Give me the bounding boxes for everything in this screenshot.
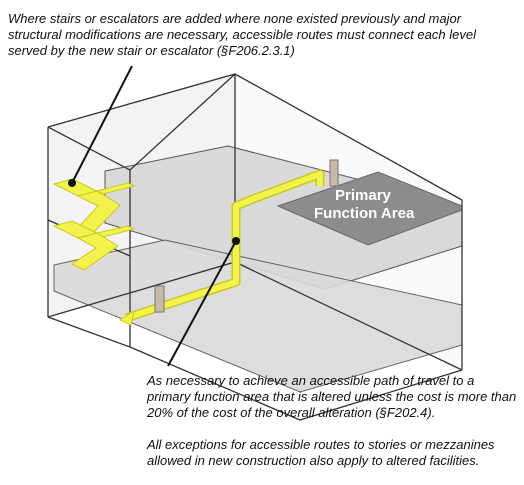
- new-stair: [52, 178, 136, 271]
- primary-function-label-1: Primary: [335, 187, 392, 204]
- path-of-travel-note: As necessary to achieve an accessible pa…: [147, 373, 517, 420]
- stair-requirement-note: Where stairs or escalators are added whe…: [8, 11, 476, 58]
- accessible-route: [124, 169, 325, 323]
- stair-callout-leader: [71, 65, 133, 184]
- route-arrowhead: [118, 309, 135, 326]
- door-lower: [154, 285, 165, 313]
- route-callout-leader: [167, 240, 237, 367]
- primary-function-label-2: Function Area: [314, 205, 415, 222]
- door-upper: [329, 159, 339, 187]
- exceptions-note: All exceptions for accessible routes to …: [147, 437, 495, 468]
